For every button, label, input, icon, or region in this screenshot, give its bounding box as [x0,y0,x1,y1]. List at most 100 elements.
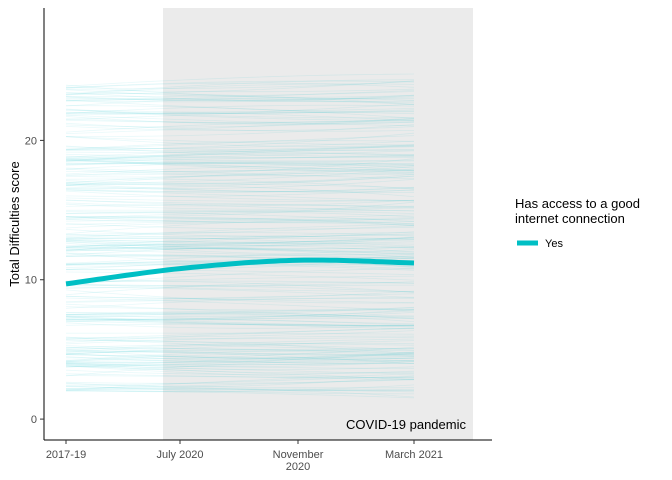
individual-trajectory [65,375,415,388]
individual-trajectory [65,320,414,327]
individual-trajectory [65,354,415,362]
individual-trajectory [65,379,415,384]
individual-trajectory [65,322,415,329]
individual-trajectory [65,214,415,222]
individual-trajectory [65,92,415,102]
individual-trajectory [65,382,415,391]
individual-trajectory [65,232,415,237]
individual-trajectory [65,175,415,190]
legend-title: Has access to a good internet connection [515,196,644,226]
individual-trajectory [65,132,415,151]
individual-trajectory [65,136,415,147]
individual-trajectory [66,92,415,105]
individual-trajectory [65,357,415,363]
individual-trajectory [65,284,415,293]
individual-trajectory [65,363,415,370]
individual-trajectory [65,311,415,320]
individual-trajectory [65,207,415,215]
individual-trajectory [65,309,415,320]
y-tick-label: 10 [25,275,37,287]
individual-trajectory [65,360,415,377]
individual-trajectory [65,146,415,151]
x-tick-label: 2017-19 [46,449,86,461]
individual-trajectory [65,238,415,252]
individual-trajectory [65,238,415,243]
individual-trajectory [65,165,415,173]
individual-trajectory [66,389,415,392]
individual-trajectory [65,231,415,248]
individual-trajectory [65,88,415,93]
individual-trajectory [65,375,415,387]
individual-trajectory [65,178,415,190]
individual-trajectory [65,190,414,202]
individual-trajectory [65,365,414,378]
individual-trajectory [65,335,415,345]
individual-trajectory [65,160,415,164]
individual-trajectory [65,99,415,115]
individual-trajectory [65,110,415,122]
individual-trajectory [65,241,415,250]
individual-trajectory [65,168,415,185]
individual-trajectory [65,168,415,177]
individual-trajectory [65,283,415,293]
individual-trajectory [65,280,415,293]
individual-trajectory [65,109,414,121]
individual-trajectory [65,319,415,326]
individual-trajectory [65,241,415,254]
x-tick-label: November 2020 [273,449,324,473]
individual-trajectory [66,388,415,391]
individual-trajectory [65,239,415,253]
individual-trajectory [65,354,415,360]
individual-trajectory [65,349,415,362]
individual-trajectory [65,145,415,157]
individual-trajectory [65,346,415,361]
individual-trajectory [65,80,415,95]
individual-trajectory [65,169,415,186]
individual-trajectory [65,339,415,355]
pandemic-annotation: COVID-19 pandemic [346,417,466,432]
individual-trajectory [65,271,415,281]
individual-trajectory [65,373,415,391]
individual-trajectory [65,217,415,225]
individual-trajectory [65,184,415,197]
individual-trajectory [65,242,415,248]
individual-trajectory [65,163,415,175]
individual-trajectory [65,348,415,360]
individual-trajectory [65,79,415,95]
individual-trajectory [65,268,415,276]
individual-trajectory [66,108,415,114]
individual-trajectory [65,98,415,103]
individual-trajectory [65,383,415,389]
individual-trajectory [65,124,415,138]
individual-trajectory [65,82,415,89]
legend-label-yes: Yes [545,238,563,250]
y-ticks: 0 10 20 [25,135,44,426]
individual-trajectory [65,327,415,343]
individual-trajectory [65,349,415,364]
individual-trajectory [65,314,415,325]
individual-trajectory [65,296,415,303]
individual-trajectory [65,116,415,125]
individual-trajectory [65,80,415,89]
individual-trajectory [65,167,415,179]
individual-trajectory [65,209,415,214]
individual-trajectory [65,238,415,240]
individual-trajectory [65,247,415,256]
individual-trajectory [66,332,415,335]
individual-trajectory [65,203,415,210]
individual-trajectory [65,306,415,311]
individual-trajectory [65,96,415,101]
legend: Has access to a good internet connection… [515,196,644,250]
individual-trajectory [65,286,415,298]
individual-trajectory [65,80,415,89]
individual-trajectory [65,268,415,286]
individual-trajectory [65,297,415,312]
individual-trajectory [65,162,415,165]
individual-trajectory [65,257,415,266]
individual-trajectory [65,111,415,116]
individual-trajectory [65,184,415,193]
individual-trajectory [65,235,415,240]
individual-trajectory [65,352,415,363]
individual-trajectory [65,388,415,398]
individual-trajectory [65,336,415,350]
